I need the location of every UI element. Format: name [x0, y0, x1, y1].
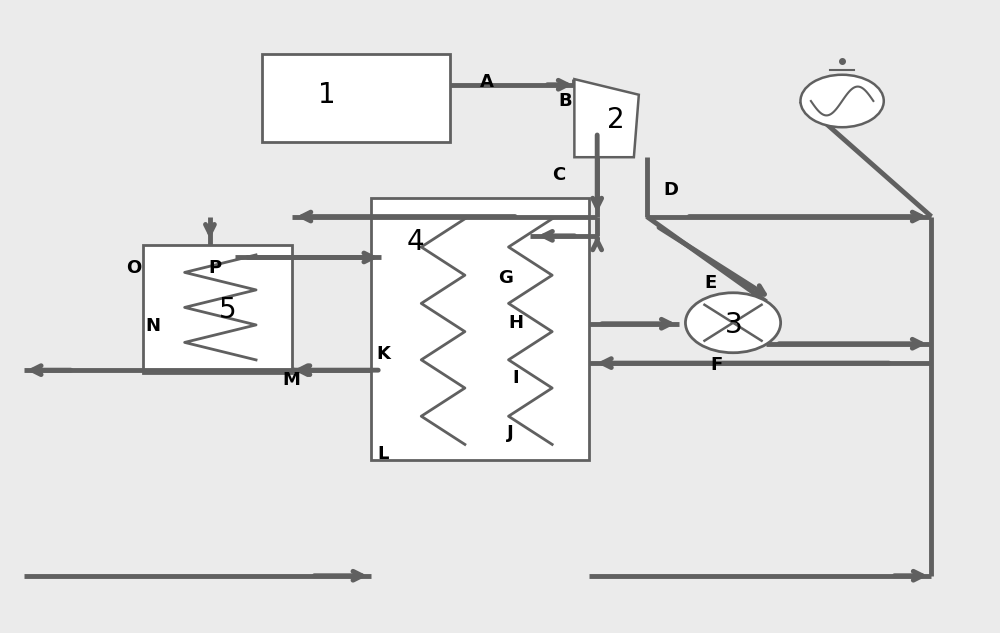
Text: 1: 1: [318, 81, 335, 109]
Text: L: L: [377, 445, 389, 463]
Circle shape: [685, 293, 781, 353]
Text: K: K: [376, 345, 390, 363]
Text: C: C: [552, 166, 565, 184]
Text: 3: 3: [725, 311, 743, 339]
Text: G: G: [499, 269, 513, 287]
Text: M: M: [283, 371, 301, 389]
Text: A: A: [480, 73, 494, 91]
Text: B: B: [559, 92, 572, 110]
Bar: [371, 198, 589, 460]
Text: D: D: [663, 180, 678, 199]
Text: F: F: [710, 356, 722, 374]
Polygon shape: [574, 79, 639, 157]
Text: P: P: [209, 259, 222, 277]
Text: N: N: [145, 317, 160, 335]
Bar: [262, 54, 450, 142]
Text: H: H: [508, 314, 523, 332]
Text: 4: 4: [407, 227, 425, 256]
Text: I: I: [513, 368, 519, 387]
Text: O: O: [126, 259, 142, 277]
Text: 2: 2: [607, 106, 625, 134]
Bar: [143, 245, 292, 373]
Text: E: E: [704, 274, 716, 292]
Text: 5: 5: [218, 296, 236, 324]
Circle shape: [800, 75, 884, 127]
Text: J: J: [507, 424, 513, 442]
